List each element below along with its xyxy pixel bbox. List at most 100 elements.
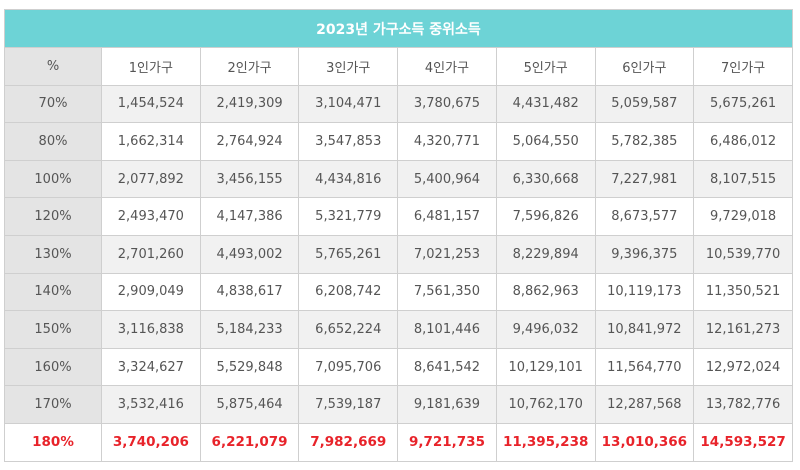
income-cell: 5,675,261 [693,84,793,124]
income-cell: 6,208,742 [298,272,399,312]
income-cell: 12,972,024 [693,347,793,387]
income-cell: 6,221,079 [199,422,300,462]
header-2-person: 2인가구 [199,47,300,86]
income-cell: 14,593,527 [693,422,793,462]
income-cell: 4,838,617 [199,272,300,312]
income-cell: 8,673,577 [594,197,695,236]
income-cell: 5,321,779 [298,197,399,236]
income-cell: 11,350,521 [693,272,793,312]
income-cell: 10,841,972 [594,310,695,349]
income-cell: 3,780,675 [397,84,497,124]
table-row: 150% 3,116,838 5,184,233 6,652,224 8,101,446… [4,310,793,349]
table-body: 70% 1,454,524 2,419,309 3,104,471 3,780,675 4… [4,84,793,462]
income-cell: 5,059,587 [594,84,695,124]
income-cell: 10,129,101 [495,347,596,387]
row-percent: 150% [4,310,102,349]
income-cell: 9,496,032 [495,310,596,349]
row-percent: 160% [4,347,102,387]
table-row: 120% 2,493,470 4,147,386 5,321,779 6,481,157… [4,197,793,236]
income-cell: 6,481,157 [397,197,497,236]
income-cell: 10,119,173 [594,272,695,312]
header-5-person: 5인가구 [495,47,596,86]
table-row: 130% 2,701,260 4,493,002 5,765,261 7,021,253… [4,234,793,274]
income-cell: 7,982,669 [298,422,399,462]
income-cell: 9,729,018 [693,197,793,236]
table-row: 170% 3,532,416 5,875,464 7,539,187 9,181,639… [4,385,793,424]
income-cell: 9,396,375 [594,234,695,274]
header-4-person: 4인가구 [397,47,497,86]
header-1-person: 1인가구 [101,47,201,86]
income-cell: 5,782,385 [594,122,695,161]
income-cell: 5,064,550 [495,122,596,161]
income-cell: 2,701,260 [101,234,201,274]
income-cell: 8,862,963 [495,272,596,312]
income-cell: 3,324,627 [101,347,201,387]
income-cell: 4,434,816 [298,159,399,199]
row-percent: 70% [4,84,102,124]
income-cell: 10,762,170 [495,385,596,424]
income-cell: 3,116,838 [101,310,201,349]
income-cell: 9,181,639 [397,385,497,424]
income-cell: 3,456,155 [199,159,300,199]
row-percent: 140% [4,272,102,312]
income-cell: 8,107,515 [693,159,793,199]
table-row: 100% 2,077,892 3,456,155 4,434,816 5,400,964… [4,159,793,199]
table-row: 160% 3,324,627 5,529,848 7,095,706 8,641,542… [4,347,793,387]
income-cell: 7,095,706 [298,347,399,387]
table-title: 2023년 가구소득 중위소득 [4,9,793,47]
income-cell: 9,721,735 [397,422,497,462]
table-row: 70% 1,454,524 2,419,309 3,104,471 3,780,675 4… [4,84,793,124]
income-cell: 2,764,924 [199,122,300,161]
income-cell: 7,596,826 [495,197,596,236]
income-cell: 11,395,238 [495,422,596,462]
income-cell: 3,547,853 [298,122,399,161]
income-cell: 4,493,002 [199,234,300,274]
income-cell: 7,561,350 [397,272,497,312]
row-percent: 100% [4,159,102,199]
income-table-container: 2023년 가구소득 중위소득 % 1인가구 2인가구 3인가구 4인가구 5인… [4,9,793,462]
income-cell: 13,782,776 [693,385,793,424]
income-cell: 6,486,012 [693,122,793,161]
income-cell: 5,400,964 [397,159,497,199]
table-row: 80% 1,662,314 2,764,924 3,547,853 4,320,771 5… [4,122,793,161]
row-percent: 170% [4,385,102,424]
income-cell: 5,529,848 [199,347,300,387]
row-percent: 130% [4,234,102,274]
income-cell: 11,564,770 [594,347,695,387]
income-cell: 4,320,771 [397,122,497,161]
header-6-person: 6인가구 [594,47,695,86]
income-cell: 12,161,273 [693,310,793,349]
income-cell: 2,077,892 [101,159,201,199]
income-cell: 5,765,261 [298,234,399,274]
income-cell: 8,641,542 [397,347,497,387]
header-percent: % [4,47,102,86]
table-row: 140% 2,909,049 4,838,617 6,208,742 7,561,350… [4,272,793,312]
income-cell: 7,021,253 [397,234,497,274]
income-cell: 3,104,471 [298,84,399,124]
income-cell: 8,101,446 [397,310,497,349]
median-income-table: % 1인가구 2인가구 3인가구 4인가구 5인가구 6인가구 7인가구 70%… [4,47,793,462]
row-percent: 180% [4,422,102,462]
header-row: % 1인가구 2인가구 3인가구 4인가구 5인가구 6인가구 7인가구 [4,47,793,86]
income-cell: 6,330,668 [495,159,596,199]
row-percent: 80% [4,122,102,161]
income-cell: 7,539,187 [298,385,399,424]
income-cell: 2,419,309 [199,84,300,124]
row-percent: 120% [4,197,102,236]
income-cell: 2,493,470 [101,197,201,236]
income-cell: 8,229,894 [495,234,596,274]
income-cell: 6,652,224 [298,310,399,349]
income-cell: 10,539,770 [693,234,793,274]
income-cell: 4,147,386 [199,197,300,236]
income-cell: 3,532,416 [101,385,201,424]
header-3-person: 3인가구 [298,47,399,86]
income-cell: 5,875,464 [199,385,300,424]
income-cell: 13,010,366 [594,422,695,462]
income-cell: 5,184,233 [199,310,300,349]
income-cell: 7,227,981 [594,159,695,199]
income-cell: 12,287,568 [594,385,695,424]
header-7-person: 7인가구 [693,47,793,86]
table-row: 180% 3,740,206 6,221,079 7,982,669 9,721,735… [4,422,793,462]
income-cell: 4,431,482 [495,84,596,124]
income-cell: 1,662,314 [101,122,201,161]
